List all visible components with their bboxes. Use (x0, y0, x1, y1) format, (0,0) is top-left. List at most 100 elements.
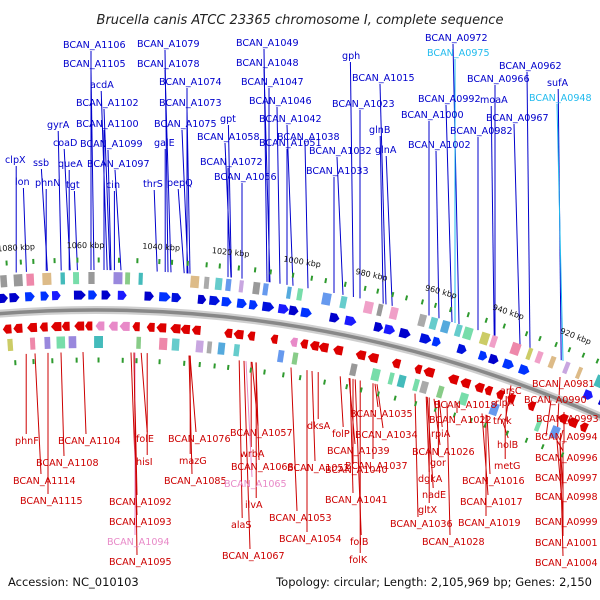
leader-line (526, 71, 531, 349)
gene-label-reverse: wrbA (240, 449, 265, 460)
reverse-category-block (158, 337, 168, 351)
leader-line (188, 355, 193, 475)
gene-label-reverse: BCAN_A0997 (535, 473, 598, 484)
reverse-category-block (206, 341, 213, 354)
leader-line (452, 43, 460, 325)
gene-label-forward: BCAN_A1049 (236, 38, 299, 49)
gene-label-forward: BCAN_A1100 (76, 119, 139, 130)
gene-label-forward: lon (15, 177, 30, 188)
forward-category-block (362, 300, 375, 315)
reverse-gene-arrow (448, 374, 460, 385)
gene-label-reverse: gor (430, 458, 446, 469)
leader-line (90, 69, 95, 271)
gene-label-forward: pepQ (167, 178, 193, 189)
reverse-gene-arrow (460, 378, 472, 389)
reverse-gene-arrow (2, 324, 12, 334)
leader-line (107, 149, 112, 271)
gene-label-forward: BCAN_A1099 (80, 139, 143, 150)
outer-marker (97, 257, 100, 263)
forward-gene-arrow (0, 293, 9, 304)
reverse-gene-arrow (290, 337, 298, 348)
reverse-category-block (44, 336, 51, 350)
gene-label-forward: BCAN_A1051 (259, 138, 322, 149)
forward-category-block (417, 313, 428, 328)
outer-marker (343, 281, 347, 287)
gene-label-reverse: hisI (136, 457, 153, 468)
forward-category-block (26, 273, 35, 286)
inner-marker (198, 362, 201, 368)
gene-label-forward: BCAN_A0975 (427, 48, 490, 59)
forward-category-block (296, 288, 304, 301)
leader-line (73, 190, 78, 271)
reverse-gene-arrow (423, 367, 436, 378)
reverse-gene-arrow (119, 321, 130, 331)
reverse-gene-arrow (61, 321, 70, 331)
outer-marker (291, 272, 295, 278)
gene-label-forward: BCAN_A1078 (137, 59, 200, 70)
inner-marker (97, 357, 100, 363)
gene-label-reverse: BCAN_A1041 (325, 495, 388, 506)
leader-line (177, 188, 185, 274)
forward-gene-arrow (24, 292, 35, 302)
forward-category-block (534, 350, 544, 364)
forward-gene-arrow (502, 358, 514, 370)
reverse-gene-arrow (95, 321, 105, 331)
forward-gene-arrow (51, 291, 61, 301)
reverse-gene-arrow (224, 328, 233, 339)
gene-label-forward: BCAN_A0966 (467, 74, 530, 85)
inner-marker (540, 443, 545, 450)
outer-marker (32, 258, 35, 265)
reverse-gene-arrow (355, 350, 367, 361)
gene-label-reverse: gltX (418, 505, 438, 516)
forward-gene-arrow (398, 327, 411, 339)
gene-label-forward: BCAN_A0992 (418, 94, 481, 105)
reverse-gene-arrow (13, 323, 23, 333)
outer-marker (253, 267, 257, 273)
leader-line (103, 108, 111, 271)
gene-label-forward: BCAN_A0948 (529, 93, 592, 104)
summary-text: Topology: circular; Length: 2,105,969 bp… (275, 575, 592, 589)
outer-marker (404, 295, 409, 301)
forward-category-block (488, 334, 499, 349)
leader-line (286, 124, 294, 286)
reverse-gene-arrow (392, 358, 402, 369)
leader-line (245, 361, 253, 478)
gene-label-reverse: BCAN_A1095 (109, 557, 172, 568)
reverse-gene-arrow (300, 339, 309, 349)
leader-line (339, 376, 344, 428)
inner-marker (75, 357, 78, 363)
reverse-category-block (217, 342, 226, 355)
forward-category-block (388, 306, 399, 321)
forward-gene-arrow (117, 290, 127, 300)
forward-category-block (0, 275, 8, 288)
inner-marker (14, 360, 17, 366)
gene-label-forward: BCAN_A1073 (159, 98, 222, 109)
tick-label: 1040 kbp (142, 242, 180, 253)
forward-category-block (225, 278, 232, 292)
reverse-category-block (533, 419, 543, 432)
inner-marker (524, 437, 529, 443)
forward-gene-arrow (101, 290, 111, 300)
forward-gene-arrow (582, 389, 593, 400)
forward-category-block (138, 272, 143, 285)
reverse-gene-arrow (496, 389, 506, 400)
tick-label: 1000 kbp (283, 255, 322, 270)
reverse-category-block (136, 336, 142, 349)
inner-marker (298, 375, 302, 381)
outer-marker (554, 341, 558, 348)
forward-category-block (376, 303, 384, 317)
reverse-category-block (195, 340, 204, 353)
leader-line (251, 361, 259, 427)
leader-line (559, 441, 564, 557)
gene-label-reverse: BCAN_A1076 (168, 434, 231, 445)
gene-label-reverse: BCAN_A1018 (434, 400, 497, 411)
forward-category-block (428, 316, 439, 331)
leader-line (304, 142, 309, 289)
gene-label-reverse: BCAN_A0996 (535, 453, 598, 464)
gene-label-forward: BCAN_A1058 (197, 132, 260, 143)
outer-marker (466, 312, 470, 318)
forward-category-block (262, 283, 269, 296)
gene-label-forward: gpt (220, 114, 236, 125)
gene-label-reverse: BCAN_A1068 (231, 462, 294, 473)
gene-label-reverse: BCAN_A1065 (224, 479, 287, 490)
